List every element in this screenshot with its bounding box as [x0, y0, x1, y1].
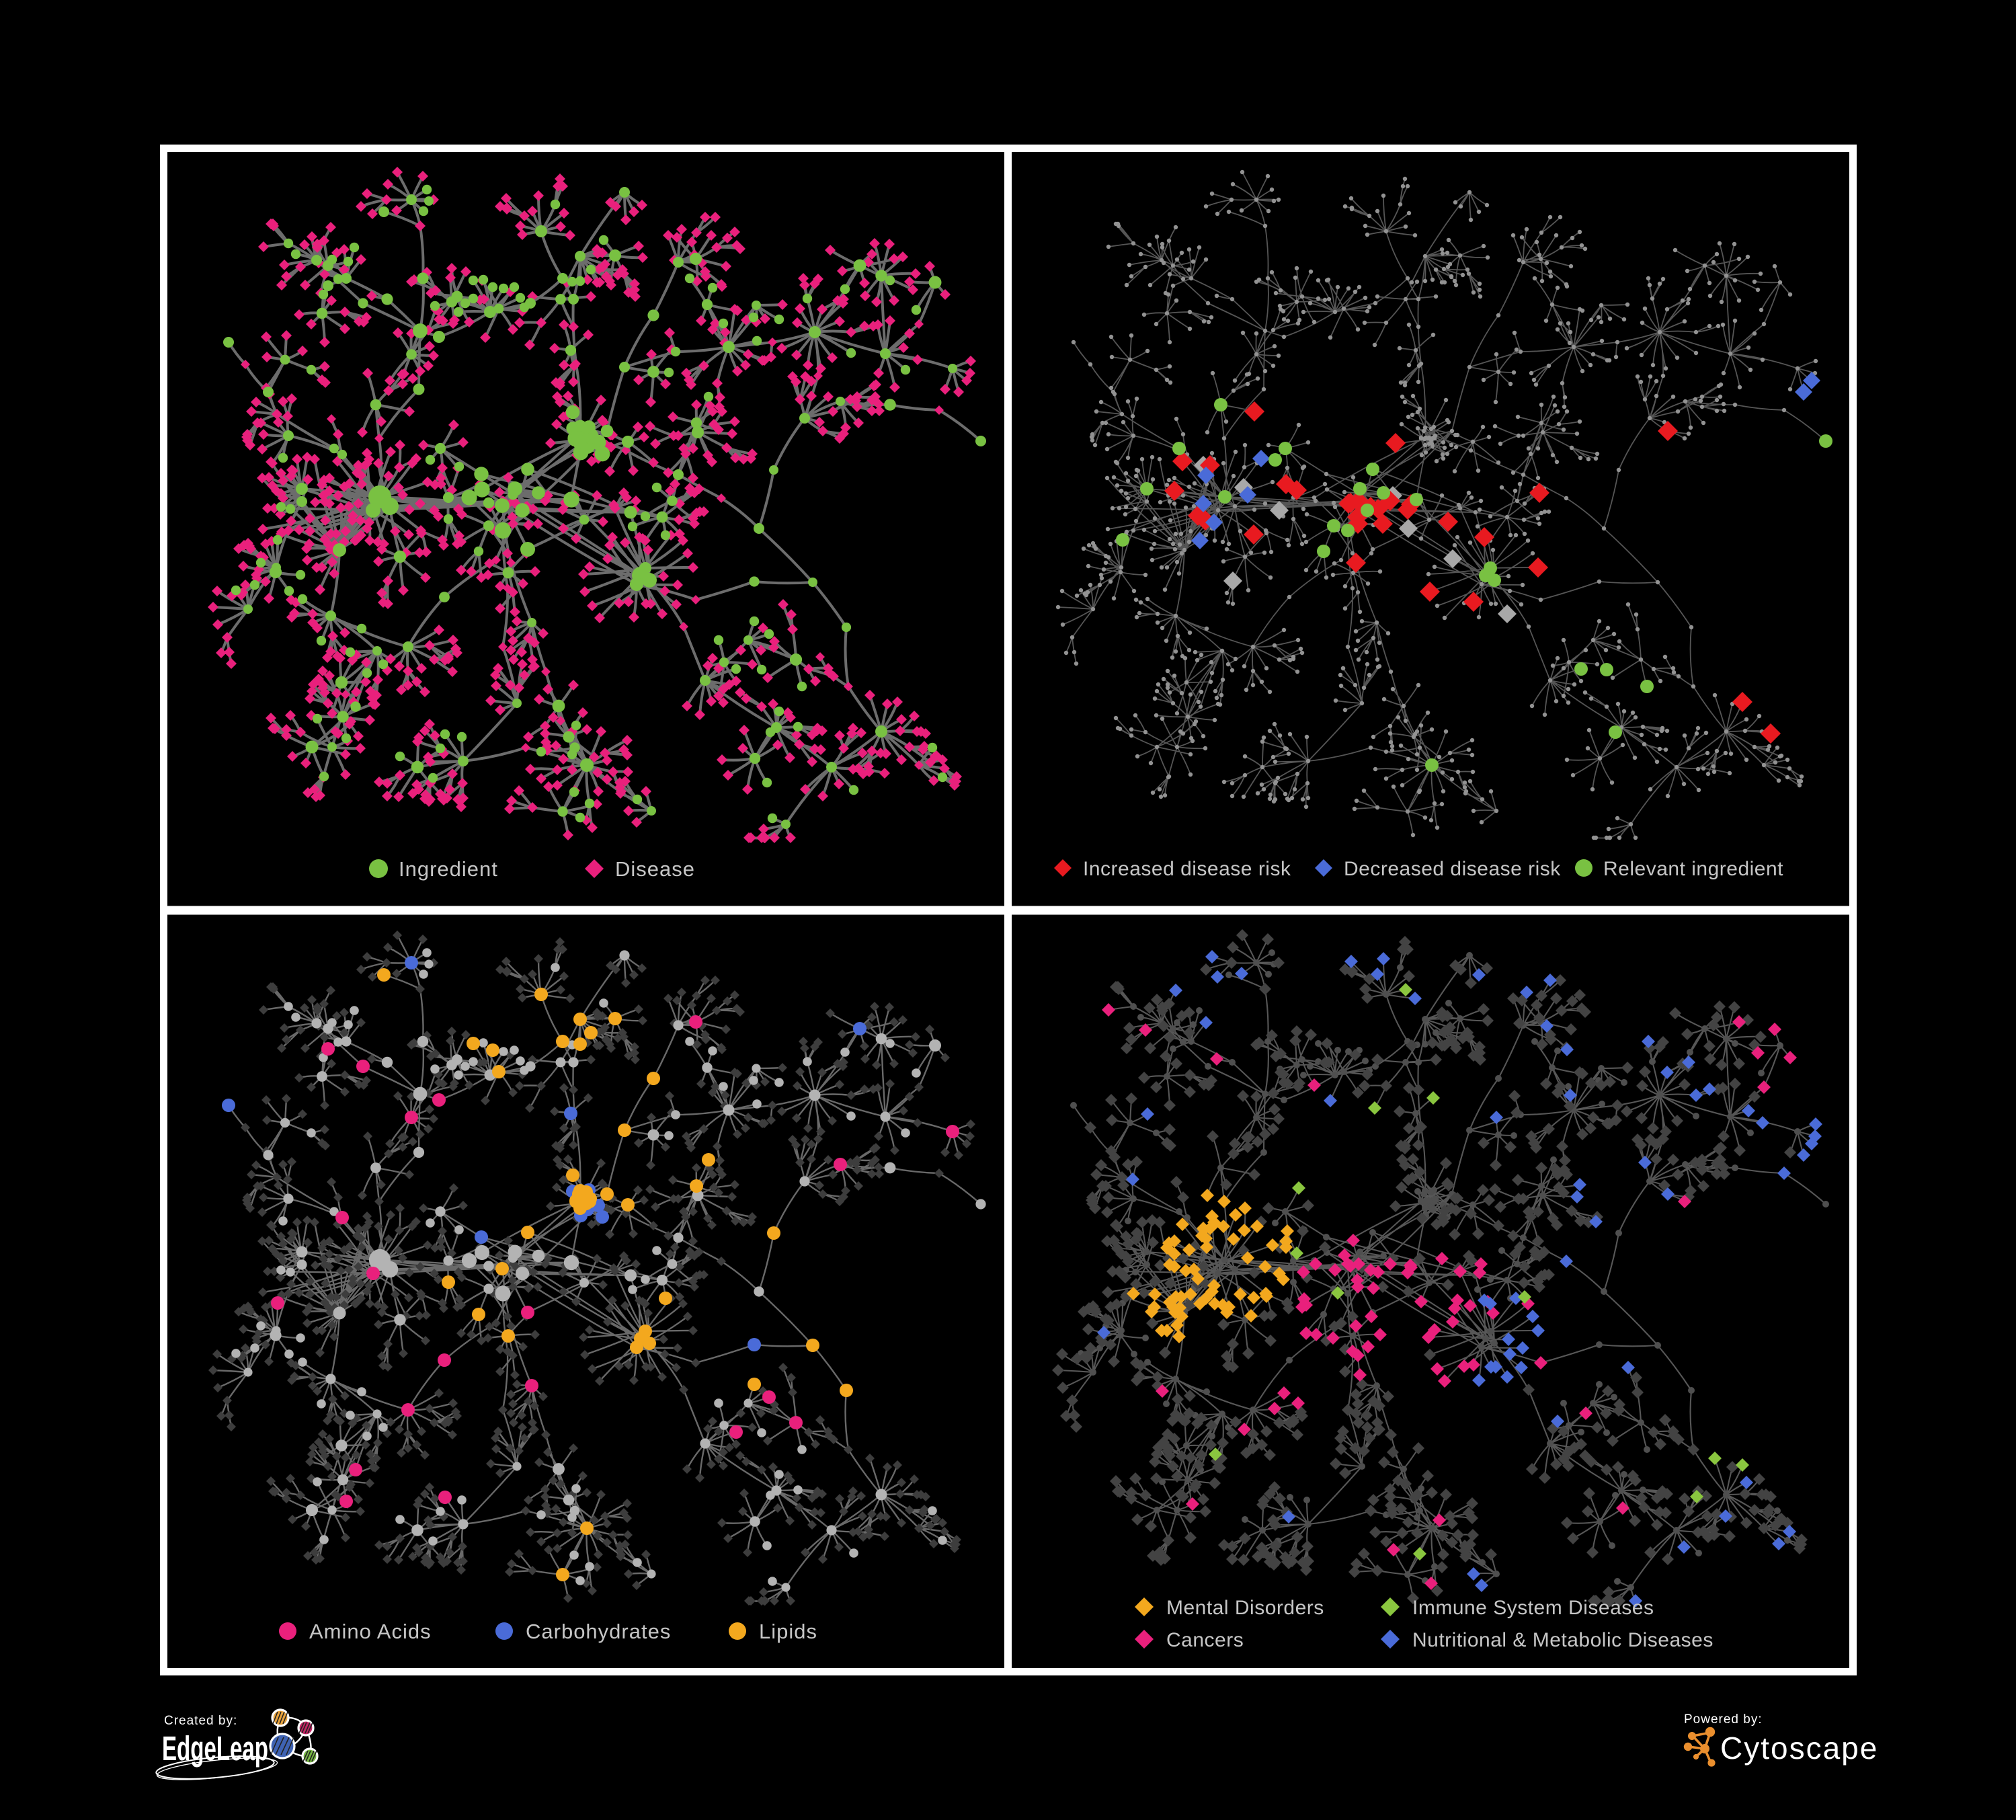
svg-text:Decreased disease risk: Decreased disease risk [1344, 858, 1561, 880]
svg-text:Carbohydrates: Carbohydrates [526, 1620, 671, 1643]
svg-text:Ingredient: Ingredient [399, 857, 498, 881]
svg-text:Nutritional & Metabolic Diseas: Nutritional & Metabolic Diseases [1412, 1629, 1713, 1651]
svg-text:Lipids: Lipids [759, 1620, 817, 1643]
svg-text:Amino Acids: Amino Acids [309, 1620, 432, 1643]
svg-text:Mental Disorders: Mental Disorders [1166, 1597, 1324, 1619]
svg-text:Increased disease risk: Increased disease risk [1083, 858, 1291, 880]
svg-text:EdgeLeap: EdgeLeap [162, 1729, 268, 1768]
svg-text:Cancers: Cancers [1166, 1629, 1244, 1651]
svg-text:Relevant ingredient: Relevant ingredient [1603, 858, 1783, 880]
svg-text:Immune System Diseases: Immune System Diseases [1412, 1597, 1654, 1619]
svg-text:Powered by:: Powered by: [1684, 1712, 1763, 1727]
svg-text:Disease: Disease [615, 857, 695, 881]
svg-text:Created by:: Created by: [164, 1714, 237, 1728]
svg-text:Cytoscape: Cytoscape [1720, 1731, 1878, 1766]
